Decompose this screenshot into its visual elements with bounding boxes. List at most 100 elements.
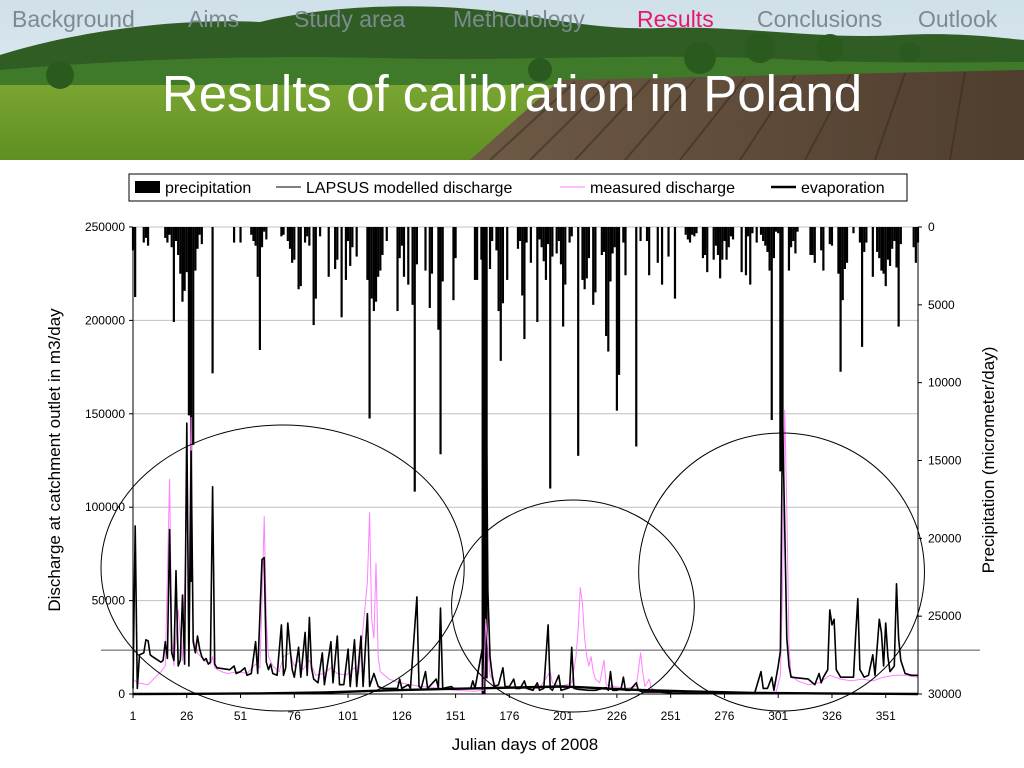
precipitation-bar-day-57 xyxy=(252,227,255,242)
calibration-chart: 0 50000 100000 150000 200000 250000 0 5000 10000… xyxy=(45,173,998,754)
precipitation-bar-day-112 xyxy=(370,227,373,299)
x-tick-label: 26 xyxy=(180,709,194,723)
precipitation-bar-day-96 xyxy=(336,227,339,260)
precipitation-bar-day-22 xyxy=(177,227,180,256)
precipitation-bar-day-351 xyxy=(884,227,887,287)
nav-item-outlook[interactable]: Outlook xyxy=(918,6,998,32)
precipitation-bar-day-167 xyxy=(488,227,492,270)
nav-item-methodology[interactable]: Methodology xyxy=(453,6,585,32)
y2-tick-label: 25000 xyxy=(928,609,962,623)
highlight-circle-2 xyxy=(451,499,695,713)
precipitation-bar-day-125 xyxy=(398,227,401,259)
precipitation-bar-day-161 xyxy=(476,227,479,280)
landscape-photo xyxy=(0,0,1024,160)
precipitation-bar-day-365 xyxy=(914,227,917,263)
precipitation-bar-day-318 xyxy=(813,227,816,263)
precipitation-bar-day-170 xyxy=(495,227,498,251)
precipitation-bar-day-205 xyxy=(570,227,573,237)
precipitation-bar-day-110 xyxy=(366,227,369,280)
precipitation-bar-day-200 xyxy=(559,227,563,265)
precipitation-bar-day-271 xyxy=(712,227,715,260)
x-tick-label: 351 xyxy=(876,709,896,723)
y-axis-title: Discharge at catchment outlet in m3/day xyxy=(45,308,64,612)
precipitation-bar-day-208 xyxy=(577,227,580,456)
precipitation-bar-day-322 xyxy=(822,227,825,271)
precipitation-bar-day-261 xyxy=(691,227,694,235)
precipitation-bar-day-131 xyxy=(411,227,414,305)
precipitation-bar-day-326 xyxy=(830,227,834,246)
precipitation-bar-day-258 xyxy=(684,227,687,235)
y2-tick-label: 10000 xyxy=(928,376,962,390)
precipitation-bar-day-28 xyxy=(189,227,193,582)
precipitation-bar-day-352 xyxy=(886,227,889,260)
precipitation-bar-day-317 xyxy=(811,227,814,256)
precipitation-bar-day-308 xyxy=(792,227,795,242)
precipitation-bar-day-193 xyxy=(544,227,548,280)
precipitation-bar-day-204 xyxy=(568,227,571,243)
nav-item-background[interactable]: Background xyxy=(12,6,135,32)
slide-title: Results of calibration in Poland xyxy=(161,65,863,122)
precipitation-bar-day-330 xyxy=(839,227,842,372)
precipitation-bar-day-70 xyxy=(280,227,283,237)
precipitation-bar-day-339 xyxy=(858,227,862,243)
precipitation-bar-day-129 xyxy=(407,227,410,285)
precipitation-bar-day-137 xyxy=(424,227,427,271)
precipitation-bar-day-83 xyxy=(308,227,311,246)
precipitation-bar-day-101 xyxy=(346,227,350,242)
y-tick-label: 50000 xyxy=(92,594,126,608)
precipitation-bar-day-58 xyxy=(254,227,257,246)
precipitation-bar-day-181 xyxy=(519,227,522,242)
precipitation-bar-day-294 xyxy=(762,227,765,242)
precipitation-bar-day-133 xyxy=(415,227,418,265)
precipitation-bar-day-226 xyxy=(615,227,619,411)
precipitation-bar-day-27 xyxy=(187,227,191,416)
precipitation-bar-day-23 xyxy=(179,227,182,274)
precipitation-bar-day-111 xyxy=(368,227,371,419)
precipitation-bar-day-262 xyxy=(693,227,696,237)
precipitation-bar-day-126 xyxy=(400,227,403,246)
precipitation-bar-day-299 xyxy=(772,227,776,259)
precipitation-bar-day-116 xyxy=(379,227,382,271)
precipitation-bar-day-230 xyxy=(624,227,627,276)
precipitation-bar-day-85 xyxy=(312,227,315,326)
precipitation-bar-day-221 xyxy=(605,227,608,336)
x-tick-label: 126 xyxy=(392,709,412,723)
precipitation-bar-day-357 xyxy=(897,227,900,327)
precipitation-bar-day-86 xyxy=(314,227,317,299)
top-navigation: Background Aims Study area Methodology R… xyxy=(0,6,1024,38)
precipitation-bar-day-301 xyxy=(777,227,780,234)
nav-item-conclusions[interactable]: Conclusions xyxy=(757,6,883,32)
x-tick-label: 201 xyxy=(553,709,573,723)
precipitation-bar-day-24 xyxy=(181,227,184,302)
precipitation-bar-day-194 xyxy=(546,227,550,245)
precipitation-bar-day-165 xyxy=(483,227,488,679)
precipitation-bar-day-345 xyxy=(871,227,874,277)
precipitation-bar-day-296 xyxy=(766,227,769,252)
precipitation-bar-day-198 xyxy=(555,227,558,254)
precipitation-bar-day-309 xyxy=(794,227,797,254)
highlight-circle-1 xyxy=(100,424,465,712)
precipitation-bar-day-26 xyxy=(185,227,188,273)
precipitation-bar-day-342 xyxy=(865,227,868,243)
precipitation-bar-day-119 xyxy=(385,227,388,242)
precipitation-bar-day-195 xyxy=(549,227,552,489)
nav-item-results[interactable]: Results xyxy=(637,6,714,32)
precipitation-bar-day-331 xyxy=(841,227,844,301)
header-banner: Background Aims Study area Methodology R… xyxy=(0,0,1024,160)
precipitation-bar-day-223 xyxy=(609,227,612,282)
precipitation-bar-day-71 xyxy=(282,227,285,235)
precipitation-bar-day-98 xyxy=(340,227,343,318)
precipitation-bar-day-171 xyxy=(497,227,500,312)
precipitation-bar-day-2 xyxy=(134,227,137,298)
precipitation-bar-day-219 xyxy=(600,227,603,256)
precipitation-bar-day-212 xyxy=(585,227,588,279)
y2-tick-label: 30000 xyxy=(928,687,962,701)
precipitation-bar-day-280 xyxy=(731,227,735,240)
precipitation-bar-day-341 xyxy=(863,227,866,252)
precipitation-bar-day-150 xyxy=(452,227,455,301)
nav-item-study-area[interactable]: Study area xyxy=(294,6,406,32)
precipitation-bar-day-59 xyxy=(256,227,259,277)
nav-item-aims[interactable]: Aims xyxy=(188,6,240,32)
precipitation-bar-day-295 xyxy=(764,227,767,246)
precipitation-bar-day-202 xyxy=(564,227,567,285)
